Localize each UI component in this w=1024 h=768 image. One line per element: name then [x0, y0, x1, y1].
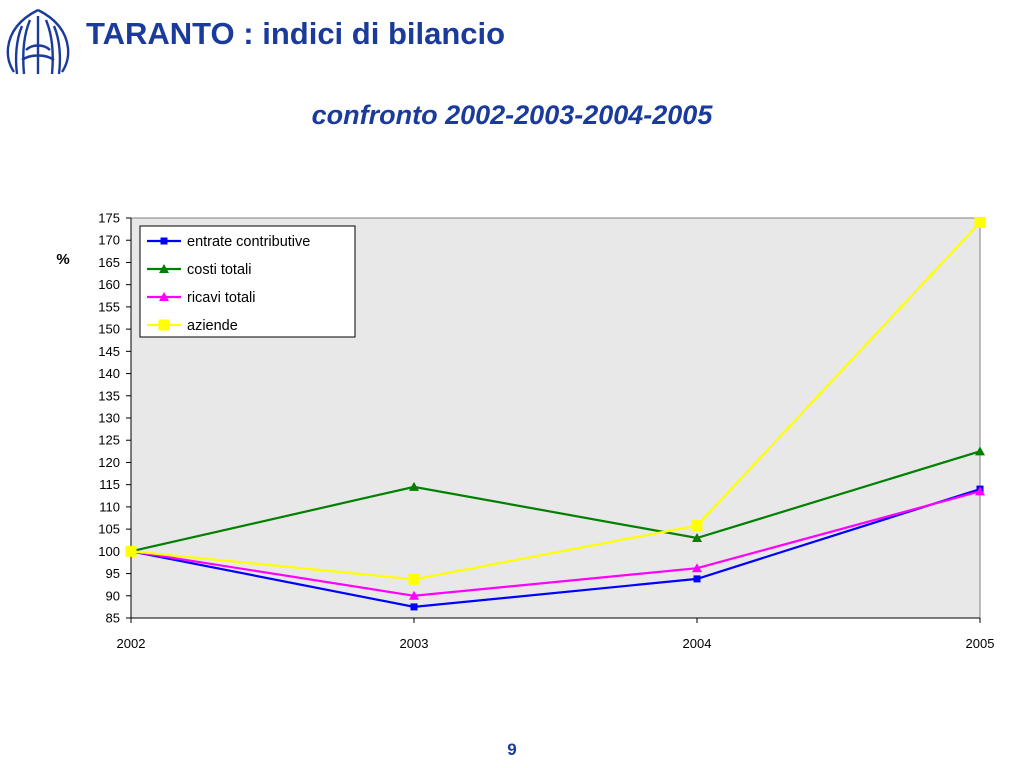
y-tick-label: 85 — [106, 611, 120, 626]
data-point — [160, 237, 168, 245]
series-layer — [125, 216, 986, 611]
series-line — [130, 488, 981, 608]
y-tick-label: 90 — [106, 588, 120, 603]
y-tick-label: 170 — [98, 233, 120, 248]
y-tick-label: 100 — [98, 544, 120, 559]
y-axis-label: % — [56, 251, 69, 268]
legend-label: entrate contributive — [187, 234, 310, 250]
data-point — [692, 563, 702, 573]
x-tick-label: 2003 — [400, 636, 429, 651]
chart-legend: entrate contributive costi totali ricavi t… — [139, 225, 356, 338]
data-point — [159, 264, 169, 273]
x-tick-label: 2002 — [117, 636, 146, 651]
data-point — [408, 573, 420, 585]
series-line — [130, 490, 981, 597]
series-line — [130, 221, 981, 581]
y-tick-label: 150 — [98, 322, 120, 337]
series-line — [130, 450, 981, 553]
data-point — [693, 575, 701, 583]
data-point — [158, 319, 170, 331]
y-tick-label: 175 — [98, 211, 120, 226]
y-axis: 85 90 95 100 105 110 115 120 125 130 135 140 145 150 1… — [98, 211, 132, 626]
data-point — [409, 590, 419, 600]
y-tick-label: 110 — [99, 499, 120, 514]
y-tick-label: 140 — [98, 366, 120, 381]
data-point — [410, 603, 418, 611]
y-tick-label: 95 — [106, 566, 120, 581]
y-tick-label: 125 — [98, 433, 120, 448]
series-aziende — [125, 216, 986, 585]
data-point — [159, 292, 169, 301]
page-title: TARANTO : indici di bilancio — [86, 16, 506, 51]
legend-label: ricavi totali — [187, 290, 256, 306]
y-tick-label: 165 — [98, 255, 120, 270]
page-subtitle: confronto 2002-2003-2004-2005 — [311, 100, 713, 130]
legend-label: aziende — [187, 318, 238, 334]
data-point — [691, 520, 703, 532]
y-tick-label: 160 — [98, 277, 120, 292]
legend-label: costi totali — [187, 262, 251, 278]
data-point — [975, 486, 985, 496]
y-tick-label: 105 — [98, 522, 120, 537]
data-point — [975, 446, 985, 456]
y-tick-label: 135 — [98, 388, 120, 403]
y-tick-label: 145 — [98, 344, 120, 359]
y-tick-label: 115 — [99, 477, 120, 492]
y-tick-label: 155 — [98, 299, 120, 314]
x-tick-label: 2005 — [966, 636, 995, 651]
y-tick-label: 120 — [98, 455, 120, 470]
page-number: 9 — [507, 740, 517, 759]
data-point — [974, 216, 986, 228]
legend-box — [139, 225, 356, 338]
x-tick-label: 2004 — [683, 636, 712, 651]
data-point — [125, 545, 137, 557]
data-point — [409, 481, 419, 491]
organization-emblem-icon — [6, 8, 70, 75]
x-axis: 2002 2003 2004 2005 — [117, 617, 995, 651]
y-tick-label: 130 — [98, 411, 120, 426]
data-point — [692, 533, 702, 542]
